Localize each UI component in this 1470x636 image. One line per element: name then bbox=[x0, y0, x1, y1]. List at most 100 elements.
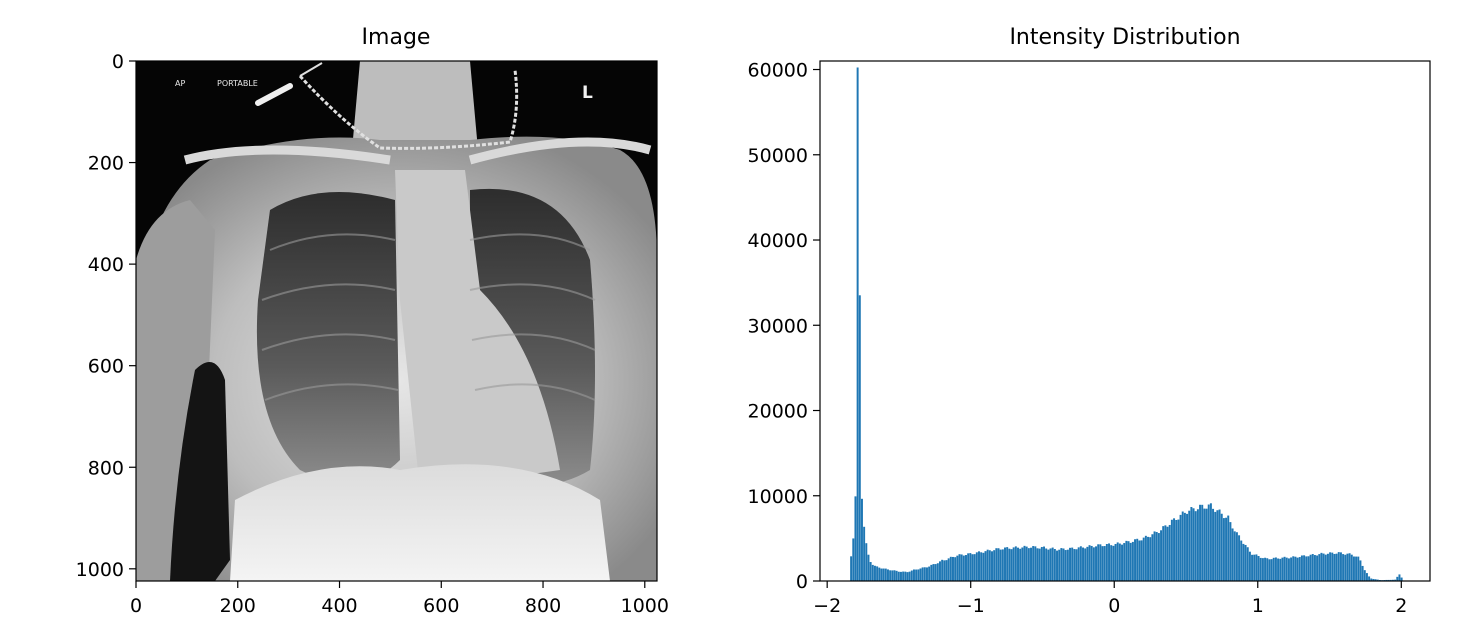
histogram-bar bbox=[1008, 548, 1011, 581]
histogram-bar bbox=[1218, 509, 1221, 581]
histogram-bar bbox=[1309, 554, 1312, 581]
histogram-bar bbox=[1244, 544, 1247, 581]
histogram-bar bbox=[1153, 531, 1156, 581]
histogram-bar bbox=[876, 566, 879, 581]
histogram-bar bbox=[1248, 551, 1251, 581]
image-xtick-label: 1000 bbox=[621, 595, 669, 617]
histogram-bar bbox=[1121, 544, 1124, 581]
histogram-bar bbox=[1040, 546, 1043, 581]
histogram-bar bbox=[856, 67, 859, 582]
histogram-bar bbox=[1064, 550, 1067, 581]
histogram-ticks: −2 −1 0 1 2 0 10000 20000 30000 40000 50000 60000 bbox=[748, 60, 1408, 617]
histogram-bar bbox=[1045, 548, 1048, 581]
histogram-bar bbox=[1253, 554, 1256, 581]
histogram-bar bbox=[1006, 547, 1009, 581]
histogram-bar bbox=[1209, 503, 1212, 581]
histogram-xtick-label: 2 bbox=[1395, 595, 1407, 617]
histogram-bar bbox=[997, 548, 1000, 581]
histogram-bar bbox=[1240, 540, 1243, 581]
histogram-bar bbox=[899, 571, 902, 581]
histogram-bar bbox=[860, 498, 863, 581]
histogram-bar bbox=[908, 571, 911, 581]
histogram-bar bbox=[1092, 547, 1095, 581]
histogram-bar bbox=[986, 549, 989, 581]
histogram-bar bbox=[975, 552, 978, 581]
image-overlay-ap: AP bbox=[175, 79, 185, 88]
histogram-bar bbox=[925, 567, 928, 581]
histogram-bar bbox=[1231, 528, 1234, 581]
histogram-bar bbox=[1110, 545, 1113, 581]
histogram-bar bbox=[1127, 541, 1130, 581]
histogram-bar bbox=[958, 554, 961, 581]
histogram-bar bbox=[878, 567, 881, 581]
histogram-bar bbox=[1090, 545, 1093, 581]
histogram-bar bbox=[1058, 549, 1061, 581]
histogram-bar bbox=[1025, 546, 1028, 581]
histogram-bar bbox=[1114, 543, 1117, 581]
histogram-bar bbox=[1177, 519, 1180, 581]
histogram-bar bbox=[1095, 546, 1098, 581]
histogram-bar bbox=[1060, 548, 1063, 581]
histogram-bar bbox=[969, 553, 972, 581]
histogram-bar bbox=[891, 570, 894, 581]
histogram-bar bbox=[1160, 530, 1163, 581]
histogram-bar bbox=[1188, 510, 1191, 581]
histogram-bar bbox=[999, 549, 1002, 581]
histogram-bar bbox=[1220, 513, 1223, 581]
histogram-bar bbox=[1329, 552, 1332, 581]
histogram-bar bbox=[1287, 558, 1290, 581]
histogram-bar bbox=[1318, 554, 1321, 581]
histogram-bar bbox=[1292, 556, 1295, 581]
image-xtick-label: 0 bbox=[130, 595, 142, 617]
histogram-bar bbox=[1372, 578, 1375, 581]
histogram-bar bbox=[1320, 552, 1323, 581]
histogram-xtick-label: −1 bbox=[957, 595, 985, 617]
histogram-bar bbox=[1038, 548, 1041, 581]
histogram-bar bbox=[1303, 555, 1306, 581]
histogram-bar bbox=[1316, 555, 1319, 581]
histogram-bar bbox=[1272, 557, 1275, 581]
histogram-bar bbox=[1073, 549, 1076, 581]
histogram-bar bbox=[889, 570, 892, 581]
histogram-bar bbox=[995, 548, 998, 581]
histogram-bar bbox=[1365, 573, 1368, 581]
histogram-bar bbox=[904, 571, 907, 581]
histogram-bar bbox=[1140, 540, 1143, 581]
image-xtick-label: 600 bbox=[423, 595, 459, 617]
histogram-bar bbox=[1268, 559, 1271, 581]
histogram-bar bbox=[1001, 549, 1004, 581]
histogram-bar bbox=[1086, 546, 1089, 581]
histogram-bar bbox=[869, 562, 872, 581]
histogram-bar bbox=[1294, 556, 1297, 581]
image-panel-title: Image bbox=[362, 25, 431, 50]
histogram-bar bbox=[1151, 534, 1154, 581]
histogram-bar bbox=[936, 563, 939, 581]
histogram-bar bbox=[1396, 576, 1399, 581]
histogram-bar bbox=[1108, 543, 1111, 581]
histogram-bar bbox=[941, 559, 944, 581]
histogram-bar bbox=[1062, 548, 1065, 581]
histogram-bar bbox=[1004, 547, 1006, 581]
histogram-bar bbox=[1027, 548, 1030, 581]
histogram-bar bbox=[1079, 546, 1082, 581]
histogram-bar bbox=[1344, 554, 1347, 581]
histogram-bar bbox=[965, 555, 967, 581]
histogram-bar bbox=[1066, 549, 1069, 581]
histogram-bar bbox=[1212, 508, 1215, 581]
image-xtick-label: 800 bbox=[525, 595, 561, 617]
histogram-bar bbox=[1071, 547, 1074, 581]
histogram-bar bbox=[988, 550, 991, 581]
histogram-bar bbox=[1053, 549, 1056, 581]
histogram-bar bbox=[1088, 545, 1091, 581]
histogram-bar bbox=[1305, 556, 1308, 581]
histogram-bar bbox=[1363, 570, 1366, 581]
histogram-bar bbox=[1077, 547, 1080, 581]
histogram-ytick-label: 30000 bbox=[748, 315, 808, 337]
histogram-axes-frame bbox=[819, 60, 1431, 582]
histogram-bar bbox=[897, 571, 900, 581]
image-ytick-label: 800 bbox=[88, 457, 124, 479]
histogram-bar bbox=[1324, 554, 1327, 581]
histogram-bar bbox=[930, 564, 933, 581]
histogram-bar bbox=[1238, 535, 1241, 581]
